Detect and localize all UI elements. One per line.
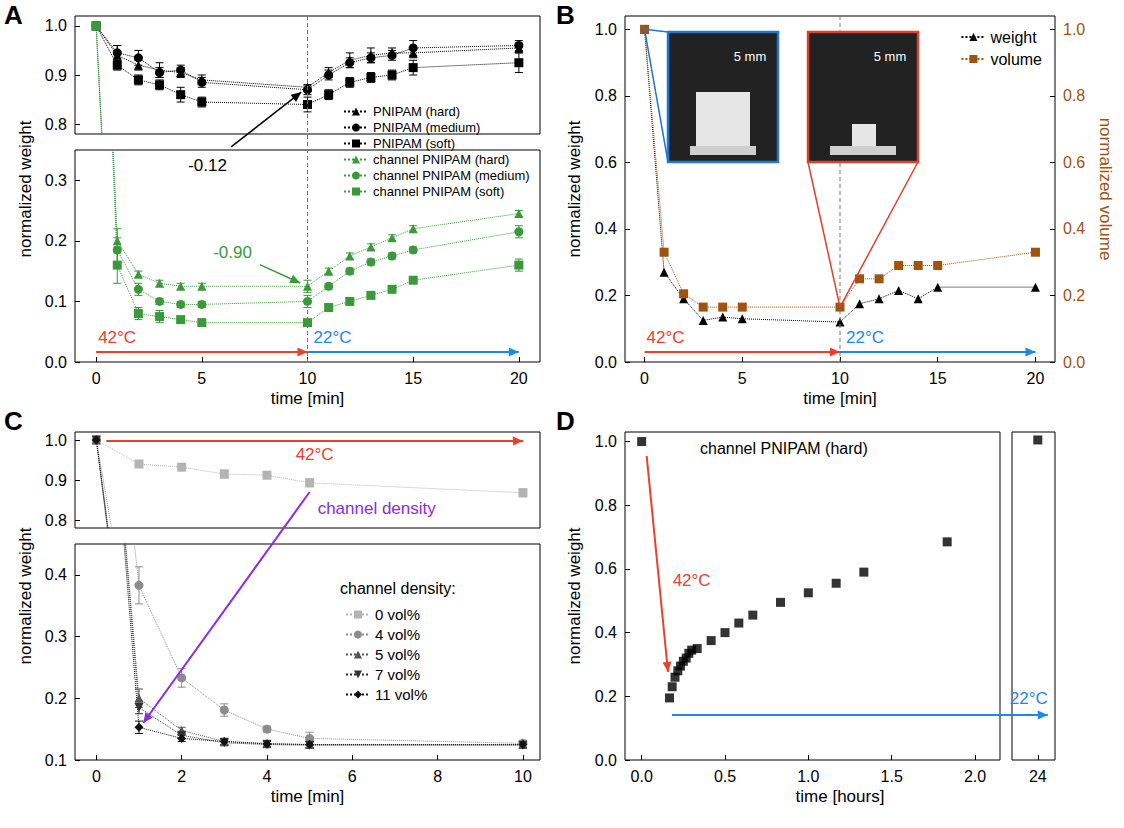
svg-text:22°C: 22°C [846,328,884,347]
svg-text:10: 10 [831,370,849,387]
svg-text:channel density: channel density [318,499,437,518]
svg-text:0.9: 0.9 [45,472,67,489]
svg-text:5 mm: 5 mm [874,49,907,64]
svg-text:0.8: 0.8 [595,497,617,514]
svg-text:time [min]: time [min] [271,787,345,806]
svg-text:0: 0 [640,370,649,387]
svg-text:normalized volume: normalized volume [1096,118,1115,261]
svg-text:0.9: 0.9 [45,67,67,84]
svg-text:10: 10 [514,768,532,785]
svg-text:normalized weight: normalized weight [565,527,584,664]
svg-text:0.0: 0.0 [595,354,617,371]
svg-text:4: 4 [263,768,272,785]
svg-text:42°C: 42°C [673,571,711,590]
svg-text:24: 24 [1029,768,1047,785]
svg-text:2: 2 [177,768,186,785]
svg-text:5 vol%: 5 vol% [375,646,420,663]
svg-text:20: 20 [1027,370,1045,387]
svg-text:B: B [556,0,575,30]
svg-text:0.8: 0.8 [45,512,67,529]
svg-text:11 vol%: 11 vol% [375,686,427,703]
svg-text:-0.12: -0.12 [188,156,227,175]
svg-text:channel PNIPAM (soft): channel PNIPAM (soft) [373,184,504,199]
svg-text:0.2: 0.2 [595,287,617,304]
svg-text:channel PNIPAM (hard): channel PNIPAM (hard) [373,152,509,167]
svg-text:0 vol%: 0 vol% [375,606,420,623]
svg-text:5: 5 [197,370,206,387]
svg-text:1.0: 1.0 [797,768,819,785]
svg-text:PNIPAM (hard): PNIPAM (hard) [373,104,460,119]
svg-text:0.6: 0.6 [595,154,617,171]
svg-text:15: 15 [929,370,947,387]
svg-text:weight: weight [989,29,1037,46]
svg-text:PNIPAM (medium): PNIPAM (medium) [373,120,480,135]
svg-text:42°C: 42°C [647,328,685,347]
svg-text:0.2: 0.2 [45,690,67,707]
svg-text:1.5: 1.5 [881,768,903,785]
svg-text:1.0: 1.0 [595,21,617,38]
svg-text:0.6: 0.6 [595,560,617,577]
svg-text:5: 5 [738,370,747,387]
svg-text:22°C: 22°C [1010,689,1048,708]
svg-text:0.3: 0.3 [45,172,67,189]
svg-text:0.3: 0.3 [45,628,67,645]
svg-text:channel PNIPAM (medium): channel PNIPAM (medium) [373,168,530,183]
svg-text:C: C [4,406,23,436]
svg-text:0.4: 0.4 [1063,220,1085,237]
svg-text:10: 10 [299,370,317,387]
svg-text:0.2: 0.2 [1063,287,1085,304]
svg-text:time [min]: time [min] [271,389,345,408]
svg-text:22°C: 22°C [314,328,352,347]
svg-text:0.0: 0.0 [1063,354,1085,371]
svg-text:0.0: 0.0 [631,768,653,785]
svg-text:A: A [4,0,23,30]
svg-text:0.2: 0.2 [595,688,617,705]
svg-text:channel PNIPAM (hard): channel PNIPAM (hard) [700,440,868,457]
svg-text:0.4: 0.4 [595,624,617,641]
svg-text:1.0: 1.0 [1063,21,1085,38]
svg-text:channel density:: channel density: [340,580,456,597]
svg-text:0.1: 0.1 [45,752,67,769]
svg-text:2.0: 2.0 [964,768,986,785]
svg-text:0.5: 0.5 [714,768,736,785]
svg-text:4 vol%: 4 vol% [375,626,420,643]
svg-text:time [min]: time [min] [803,389,877,408]
svg-text:0.8: 0.8 [595,87,617,104]
svg-text:normalized weight: normalized weight [16,527,35,664]
svg-text:42°C: 42°C [98,328,136,347]
svg-text:0.8: 0.8 [45,116,67,133]
svg-text:0.6: 0.6 [1063,154,1085,171]
svg-text:normalized weight: normalized weight [16,120,35,257]
svg-text:PNIPAM (soft): PNIPAM (soft) [373,136,455,151]
svg-text:0.4: 0.4 [45,566,67,583]
svg-text:normalized weight: normalized weight [565,120,584,257]
svg-text:0.0: 0.0 [45,354,67,371]
svg-text:42°C: 42°C [296,445,334,464]
svg-text:0.1: 0.1 [45,293,67,310]
svg-text:0: 0 [92,370,101,387]
svg-text:0: 0 [92,768,101,785]
svg-text:0.4: 0.4 [595,220,617,237]
svg-text:20: 20 [510,370,528,387]
svg-text:1.0: 1.0 [45,17,67,34]
svg-text:-0.90: -0.90 [213,243,252,262]
svg-text:8: 8 [433,768,442,785]
svg-text:6: 6 [348,768,357,785]
svg-text:1.0: 1.0 [595,433,617,450]
svg-text:15: 15 [404,370,422,387]
svg-text:0.0: 0.0 [595,752,617,769]
svg-text:volume: volume [990,51,1042,68]
svg-text:5 mm: 5 mm [734,49,767,64]
svg-text:1.0: 1.0 [45,432,67,449]
svg-text:D: D [556,406,575,436]
svg-text:0.8: 0.8 [1063,87,1085,104]
svg-text:7 vol%: 7 vol% [375,666,420,683]
svg-text:time [hours]: time [hours] [796,787,885,806]
svg-text:0.2: 0.2 [45,232,67,249]
